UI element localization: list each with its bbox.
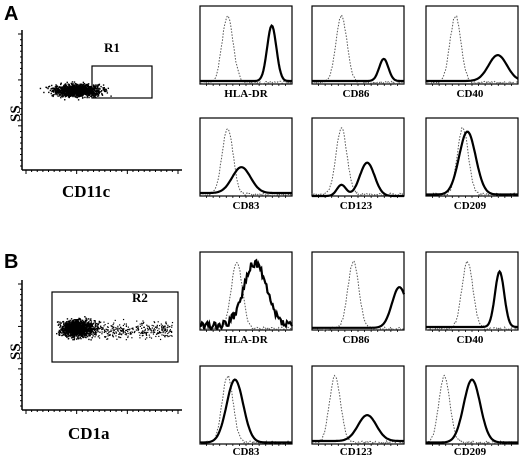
hist-b-cd83	[199, 365, 293, 446]
histogram-frame	[425, 5, 519, 85]
scatter-dots	[39, 81, 112, 101]
marker-stain-curve	[199, 258, 293, 331]
panel-b-x-label: CD1a	[68, 424, 110, 443]
hist-b-cd40-label: CD40	[456, 334, 484, 346]
panel-a-letter: A	[4, 3, 19, 25]
hist-b-cd123	[311, 365, 405, 446]
hist-a-cd123-label: CD123	[339, 200, 373, 212]
histogram-frame	[199, 365, 293, 445]
hist-b-cd40	[425, 251, 519, 332]
histogram-frame	[199, 117, 293, 197]
hist-a-cd83-label: CD83	[232, 200, 260, 212]
panel-b-dotplot-svg	[18, 280, 182, 414]
hist-b-cd123-label: CD123	[339, 446, 373, 458]
gate-rect	[91, 65, 153, 99]
marker-stain-curve	[426, 53, 519, 83]
panel-a-dotplot	[18, 30, 182, 174]
marker-stain-curve	[312, 286, 406, 329]
isotype-control-curve	[199, 128, 293, 197]
histogram-frame	[311, 251, 405, 331]
isotype-control-curve	[199, 374, 293, 445]
panel-b-dotplot	[18, 280, 182, 414]
isotype-control-curve	[311, 127, 405, 197]
hist-b-hla-dr	[199, 251, 293, 332]
scatter-dots	[56, 316, 174, 341]
gate-rect	[51, 291, 179, 363]
hist-a-cd86-label: CD86	[342, 88, 370, 100]
isotype-control-curve	[199, 14, 293, 86]
hist-a-cd83	[199, 117, 293, 198]
hist-a-cd86	[311, 5, 405, 86]
hist-a-cd209	[425, 117, 519, 198]
hist-b-cd86-label: CD86	[342, 334, 370, 346]
panel-b-gate-label: R2	[132, 290, 148, 305]
isotype-control-curve	[200, 261, 293, 331]
isotype-control-curve	[425, 15, 519, 86]
marker-stain-curve	[426, 269, 518, 329]
hist-b-cd86	[311, 251, 406, 332]
marker-stain-curve	[312, 57, 404, 83]
marker-stain-curve	[312, 161, 404, 198]
hist-b-cd209-label: CD209	[453, 446, 487, 458]
marker-stain-curve	[426, 378, 518, 444]
hist-a-cd40-label: CD40	[456, 88, 484, 100]
panel-a-gate-label: R1	[104, 40, 120, 55]
marker-stain-curve	[200, 23, 292, 83]
marker-stain-curve	[312, 413, 404, 443]
marker-stain-curve	[426, 130, 518, 196]
isotype-control-curve	[425, 259, 519, 331]
panel-b-letter: B	[4, 251, 19, 273]
hist-a-hla-dr-label: HLA-DR	[224, 88, 268, 100]
isotype-control-curve	[311, 374, 405, 446]
hist-b-hla-dr-label: HLA-DR	[224, 334, 268, 346]
histogram-frame	[199, 5, 293, 85]
hist-b-cd209	[425, 365, 519, 446]
hist-a-cd40	[425, 5, 519, 86]
histogram-frame	[311, 117, 405, 197]
hist-a-hla-dr	[199, 5, 293, 86]
panel-b-y-label: SS	[8, 343, 24, 360]
panel-a-x-label: CD11c	[62, 182, 111, 201]
isotype-control-curve	[311, 259, 405, 331]
panel-a-dotplot-svg	[18, 30, 182, 174]
hist-a-cd209-label: CD209	[453, 200, 487, 212]
histogram-frame	[425, 117, 519, 197]
marker-stain-curve	[200, 166, 292, 195]
histogram-frame	[425, 365, 519, 445]
histogram-frame	[311, 365, 405, 445]
marker-stain-curve	[200, 378, 292, 444]
isotype-control-curve	[425, 374, 519, 446]
panel-a-y-label: SS	[8, 105, 24, 122]
hist-b-cd83-label: CD83	[232, 446, 260, 458]
hist-a-cd123	[311, 117, 405, 198]
